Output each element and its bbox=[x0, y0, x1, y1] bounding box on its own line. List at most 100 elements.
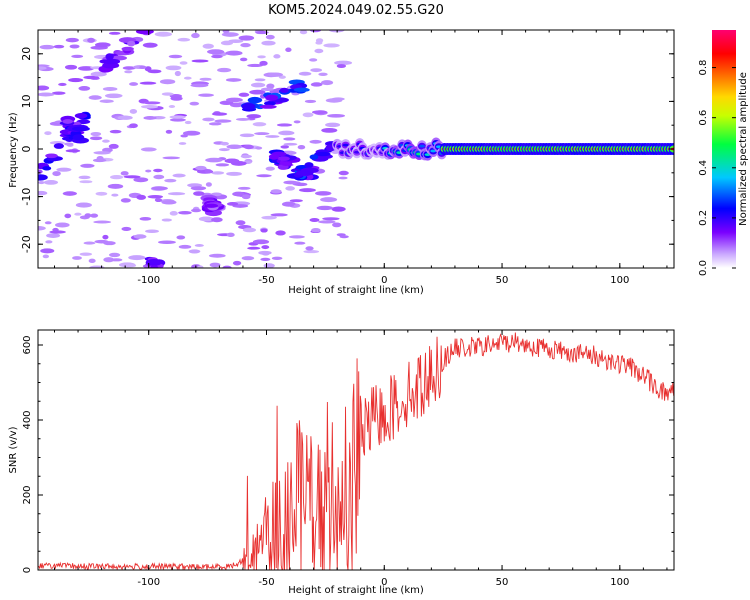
heatmap-cell bbox=[316, 205, 334, 211]
heatmap-y-ticks: -20 -10 0 10 20 bbox=[20, 29, 674, 269]
heatmap-cell bbox=[259, 60, 268, 66]
heatmap-cell bbox=[323, 43, 340, 48]
heatmap-cell bbox=[289, 199, 303, 203]
heatmap-cell bbox=[297, 145, 306, 150]
heatmap-cell bbox=[58, 82, 67, 87]
heatmap-cell bbox=[72, 256, 82, 260]
heatmap-x-ticks: -100 -50 0 50 100 bbox=[53, 30, 668, 286]
heatmap-cell bbox=[312, 110, 328, 115]
heatmap-cell bbox=[265, 34, 275, 40]
heatmap-cell bbox=[294, 182, 308, 187]
y-tick-label: -10 bbox=[20, 188, 33, 206]
heatmap-cell bbox=[418, 144, 425, 148]
heatmap-cell bbox=[164, 178, 177, 183]
heatmap-cell bbox=[311, 227, 321, 233]
heatmap-cell bbox=[211, 112, 228, 116]
heatmap-cell bbox=[241, 256, 255, 261]
heatmap-cell bbox=[188, 249, 201, 254]
heatmap-cell bbox=[136, 194, 147, 200]
heatmap-cell bbox=[52, 171, 61, 177]
heatmap-cell bbox=[62, 191, 77, 196]
heatmap-cell bbox=[255, 146, 263, 150]
heatmap-cell bbox=[169, 211, 178, 216]
x-tick-label: -100 bbox=[137, 577, 160, 588]
heatmap-cell bbox=[309, 30, 322, 33]
heatmap-cell bbox=[198, 216, 214, 222]
heatmap-cell bbox=[183, 76, 192, 80]
heatmap-cell bbox=[278, 130, 295, 136]
heatmap-cell bbox=[260, 228, 268, 233]
heatmap-cell bbox=[128, 255, 146, 261]
heatmap-cell bbox=[225, 78, 242, 82]
heatmap-cell bbox=[265, 166, 275, 171]
heatmap-cell bbox=[271, 256, 283, 261]
heatmap-cell bbox=[332, 222, 342, 228]
heatmap-cell bbox=[193, 191, 205, 196]
heatmap-cell bbox=[102, 139, 110, 143]
heatmap-cell bbox=[331, 206, 346, 212]
heatmap-cell bbox=[153, 267, 158, 268]
heatmap-cell bbox=[142, 42, 158, 48]
heatmap-cell bbox=[84, 213, 92, 218]
heatmap-cell bbox=[240, 42, 251, 48]
heatmap-cell bbox=[238, 92, 250, 97]
x-tick-label: 100 bbox=[610, 577, 629, 588]
heatmap-cell bbox=[93, 220, 112, 224]
heatmap-cell bbox=[268, 72, 283, 77]
heatmap-cell bbox=[202, 43, 214, 49]
heatmap-cell bbox=[178, 244, 192, 249]
heatmap-cell bbox=[165, 65, 182, 71]
heatmap-cell bbox=[94, 42, 111, 48]
heatmap-cell bbox=[338, 176, 348, 180]
heatmap-cell bbox=[239, 133, 255, 138]
heatmap-cell bbox=[246, 114, 262, 119]
heatmap-cell bbox=[247, 96, 263, 104]
heatmap-cell bbox=[38, 181, 45, 185]
heatmap-cell bbox=[144, 66, 152, 72]
snr-xlabel: Height of straight line (km) bbox=[288, 585, 424, 596]
heatmap-cell bbox=[51, 91, 66, 95]
heatmap-cell bbox=[108, 252, 121, 258]
heatmap-cell bbox=[165, 129, 173, 134]
heatmap-cell bbox=[172, 173, 186, 178]
heatmap-cell bbox=[169, 115, 186, 119]
heatmap-cell bbox=[204, 169, 213, 174]
heatmap-cell bbox=[44, 221, 52, 225]
heatmap-cell bbox=[103, 58, 121, 65]
x-tick-label: -100 bbox=[137, 275, 160, 286]
heatmap-cell bbox=[129, 123, 138, 129]
heatmap-cell bbox=[168, 54, 183, 59]
snr-panel: -100 -50 0 50 100 0 200 400 600 Height of strai… bbox=[8, 329, 675, 596]
heatmap-cell bbox=[191, 32, 200, 39]
y-tick-label: 10 bbox=[20, 94, 33, 108]
heatmap-cell bbox=[120, 198, 131, 203]
heatmap-cell bbox=[226, 171, 242, 176]
heatmap-cell bbox=[179, 61, 188, 65]
heatmap-cell bbox=[178, 211, 192, 215]
heatmap-cell bbox=[103, 257, 115, 263]
heatmap-cell bbox=[320, 197, 338, 203]
heatmap-cell bbox=[102, 234, 109, 240]
heatmap-cell bbox=[225, 50, 243, 56]
heatmap-cell bbox=[182, 130, 201, 136]
heatmap-cell bbox=[261, 245, 270, 250]
heatmap-cell bbox=[107, 183, 124, 189]
heatmap-cell bbox=[74, 212, 82, 216]
heatmap-cell bbox=[205, 157, 223, 163]
heatmap-cell bbox=[202, 117, 215, 122]
heatmap-cell bbox=[309, 154, 319, 160]
heatmap-cell bbox=[154, 31, 172, 37]
heatmap-cell bbox=[80, 163, 95, 168]
heatmap-cell bbox=[191, 208, 202, 213]
heatmap-cell bbox=[127, 40, 136, 47]
heatmap-cell bbox=[237, 186, 251, 190]
heatmap-cell bbox=[298, 71, 312, 76]
heatmap-cell bbox=[105, 93, 123, 99]
heatmap-cell bbox=[238, 35, 255, 41]
heatmap-cell bbox=[265, 135, 280, 138]
heatmap-cell bbox=[38, 66, 47, 70]
y-tick-label: 400 bbox=[22, 410, 33, 429]
heatmap-cell bbox=[140, 147, 157, 152]
heatmap-cell bbox=[176, 235, 186, 240]
